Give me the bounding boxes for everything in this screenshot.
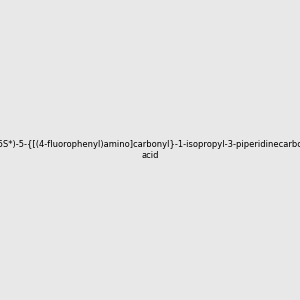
Text: (3S*,5S*)-5-{[(4-fluorophenyl)amino]carbonyl}-1-isopropyl-3-piperidinecarboxylic: (3S*,5S*)-5-{[(4-fluorophenyl)amino]carb… bbox=[0, 140, 300, 160]
